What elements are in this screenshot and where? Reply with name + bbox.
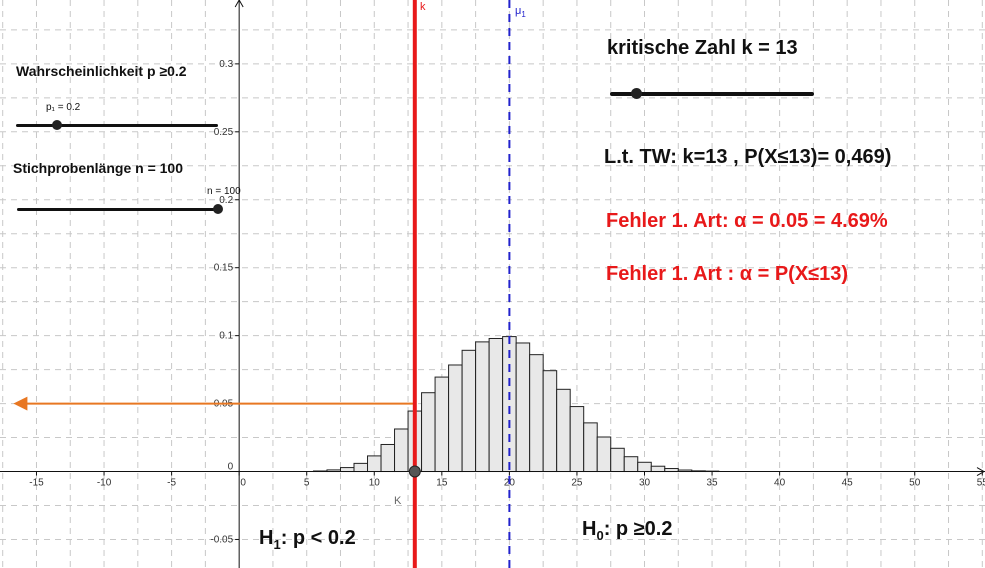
p-slider-handle[interactable]: [52, 120, 62, 130]
histogram-bar: [542, 370, 558, 473]
histogram-bar: [569, 406, 585, 473]
h1-main: H: [259, 527, 274, 549]
x-tick-label: 50: [909, 478, 921, 489]
y-tick-label: 0.3: [219, 59, 233, 70]
histogram-bar: [637, 461, 652, 473]
probability-label: Wahrscheinlichkeit p ≥0.2: [16, 63, 187, 79]
h0-sub: 0: [596, 528, 604, 543]
x-axis-arrow: [976, 467, 985, 476]
histogram-bar: [650, 465, 666, 473]
x-tick-label: 0: [240, 478, 246, 489]
n-slider[interactable]: [17, 208, 218, 211]
y-tick-label: 0.25: [214, 127, 234, 138]
error-type1-value: Fehler 1. Art: α = 0.05 = 4.69%: [606, 210, 888, 232]
y-tick-label: -0.05: [210, 534, 233, 545]
histogram-bar: [556, 388, 571, 473]
k-slider[interactable]: [610, 92, 814, 96]
h0-main: H: [582, 518, 597, 540]
histogram-bar: [583, 422, 598, 473]
histogram-bar: [434, 376, 450, 473]
x-tick-label: -10: [97, 478, 112, 489]
hypothesis-h1: H1: p < 0.2: [259, 527, 356, 552]
x-tick-label: 25: [571, 478, 583, 489]
x-tick-label: 55: [977, 478, 985, 489]
x-tick-label: 40: [774, 478, 786, 489]
histogram-bar: [623, 456, 639, 473]
histogram-bar: [461, 349, 477, 473]
histogram-bar: [394, 428, 409, 473]
mean-line-label-main: μ: [515, 5, 522, 17]
histogram-bar: [421, 392, 436, 473]
x-tick-label: -15: [29, 478, 44, 489]
h0-rest: : p ≥0.2: [603, 518, 673, 540]
point-k: [408, 465, 421, 478]
histogram-bar: [596, 436, 612, 473]
histogram-bar: [367, 455, 382, 473]
k-slider-handle[interactable]: [631, 88, 642, 99]
x-tick-label: 10: [369, 478, 381, 489]
hypothesis-h0: H0: p ≥0.2: [582, 518, 672, 543]
p-slider[interactable]: [16, 124, 218, 127]
h1-rest: : p < 0.2: [280, 527, 356, 549]
y-tick-label: 0.2: [219, 195, 233, 206]
x-tick-label: 30: [639, 478, 651, 489]
error-type1-formula: Fehler 1. Art : α = P(X≤13): [606, 263, 849, 285]
y-tick-label: 0.15: [214, 263, 234, 274]
histogram-bar: [339, 467, 355, 473]
p-slider-label: p₁ = 0.2: [46, 102, 81, 113]
x-tick-label: 5: [304, 478, 310, 489]
overlay-lines: [13, 0, 511, 568]
h1-sub: 1: [273, 537, 281, 552]
y-tick-label: 0.1: [219, 331, 233, 342]
histogram-bar: [353, 462, 369, 473]
n-slider-handle[interactable]: [213, 204, 223, 214]
y-axis-arrow: [234, 0, 244, 8]
x-tick-label: -5: [167, 478, 176, 489]
n-slider-label: n = 100: [207, 186, 241, 197]
critical-number-title: kritische Zahl k = 13: [607, 37, 798, 59]
histogram-bar: [488, 337, 504, 473]
histogram-bar: [380, 443, 396, 473]
histogram-bar: [475, 341, 490, 473]
histogram-bar: [448, 364, 463, 473]
mean-line-label-sub: 1: [521, 10, 526, 20]
histogram-bar: [610, 447, 625, 473]
table-value-text: L.t. TW: k=13 , P(X≤13)= 0,469): [604, 146, 892, 168]
x-tick-label: 45: [842, 478, 854, 489]
y-tick-label: 0: [228, 462, 234, 473]
histogram-bar: [515, 342, 531, 473]
x-tick-label: 15: [436, 478, 448, 489]
sample-size-label: Stichprobenlänge n = 100: [13, 160, 183, 176]
histogram-bar: [529, 354, 544, 473]
critical-line-label: k: [420, 1, 426, 13]
histogram: [312, 336, 720, 473]
mean-line-label: μ1: [515, 5, 526, 19]
point-k-label: K: [394, 495, 402, 507]
x-tick-label: 35: [707, 478, 719, 489]
